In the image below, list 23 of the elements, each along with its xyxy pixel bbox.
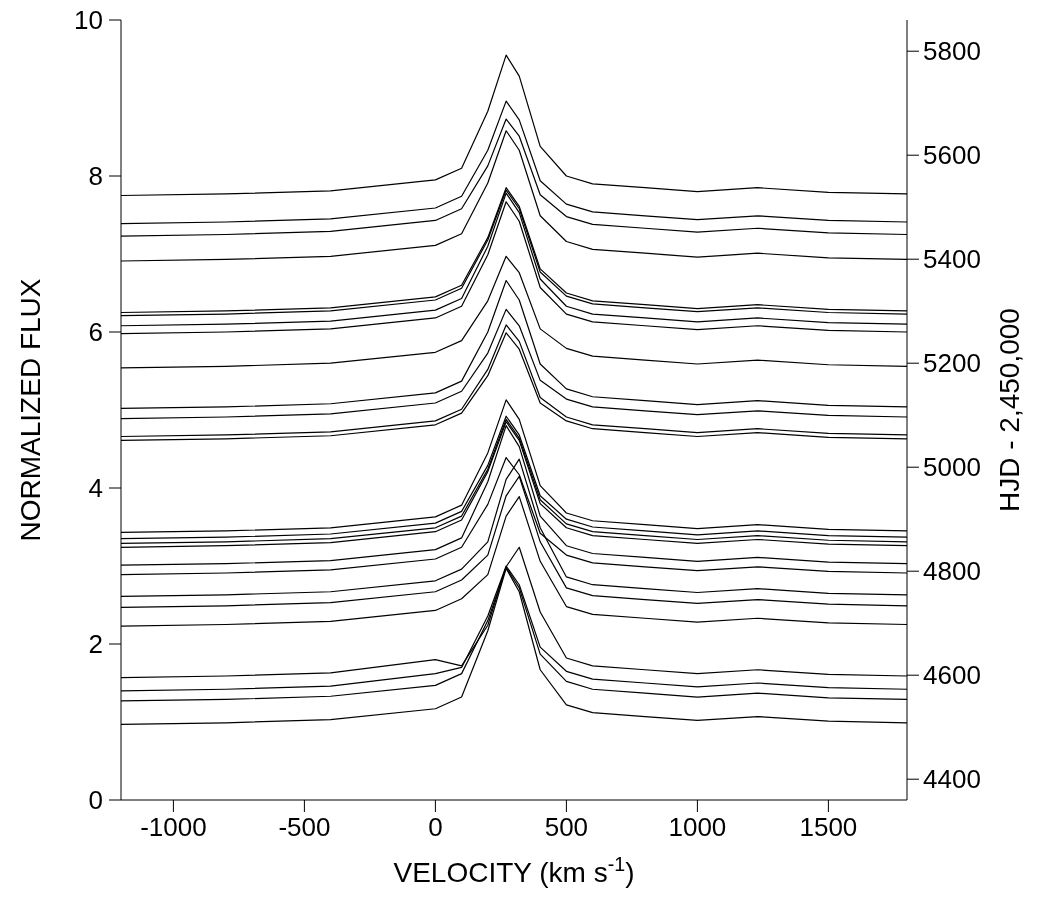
y-tick-label: 0: [88, 785, 103, 816]
y2-tick-label: 4400: [923, 764, 981, 795]
x-tick-label: 1000: [668, 812, 727, 843]
x-tick-label: 0: [428, 812, 443, 843]
x-tick-label: 1500: [799, 812, 858, 843]
y-tick-label: 6: [88, 317, 103, 348]
x-tick-label: -1000: [140, 812, 207, 843]
y2-tick-label: 4600: [923, 660, 981, 691]
x-axis-title: VELOCITY (km s$^{-1}$): [393, 853, 635, 888]
y2-axis-title: HJD - 2,450,000: [994, 308, 1025, 512]
y2-tick-label: 4800: [923, 556, 981, 587]
x-tick-label: -500: [278, 812, 331, 843]
y-axis-title: NORMALIZED FLUX: [15, 278, 46, 542]
y2-tick-label: 5600: [923, 140, 981, 171]
y-tick-label: 4: [88, 473, 103, 504]
y-tick-label: 2: [88, 629, 103, 660]
y2-tick-label: 5000: [923, 452, 981, 483]
y-tick-label: 10: [74, 5, 103, 36]
y-tick-label: 8: [88, 161, 103, 192]
y2-tick-label: 5200: [923, 348, 981, 379]
x-tick-label: 500: [544, 812, 589, 843]
y2-tick-label: 5400: [923, 244, 981, 275]
y2-tick-label: 5800: [923, 36, 981, 67]
